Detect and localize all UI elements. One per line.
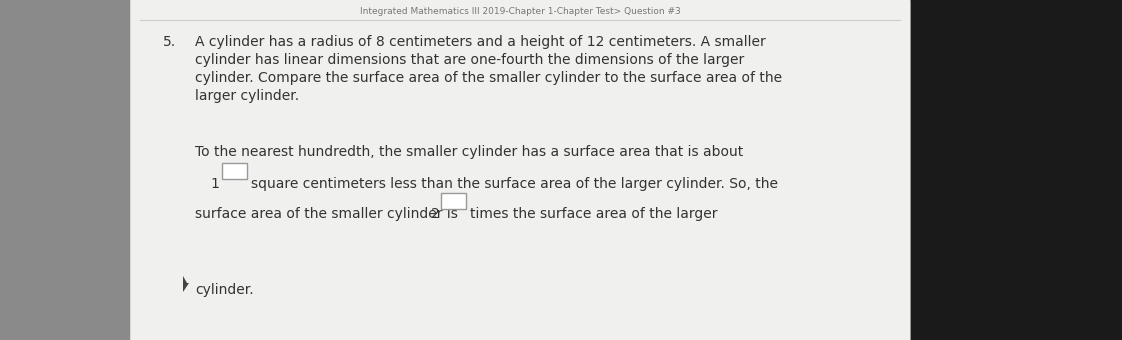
Polygon shape <box>183 276 188 292</box>
Text: cylinder. Compare the surface area of the smaller cylinder to the surface area o: cylinder. Compare the surface area of th… <box>195 71 782 85</box>
Text: cylinder has linear dimensions that are one-fourth the dimensions of the larger: cylinder has linear dimensions that are … <box>195 53 744 67</box>
Text: 5.: 5. <box>163 35 176 49</box>
Text: To the nearest hundredth, the smaller cylinder has a surface area that is about: To the nearest hundredth, the smaller cy… <box>195 145 743 159</box>
Text: 2: 2 <box>431 207 440 221</box>
Text: larger cylinder.: larger cylinder. <box>195 89 300 103</box>
Text: 1: 1 <box>210 177 219 191</box>
Text: square centimeters less than the surface area of the larger cylinder. So, the: square centimeters less than the surface… <box>251 177 778 191</box>
Text: A cylinder has a radius of 8 centimeters and a height of 12 centimeters. A small: A cylinder has a radius of 8 centimeters… <box>195 35 765 49</box>
Text: surface area of the smaller cylinder is: surface area of the smaller cylinder is <box>195 207 458 221</box>
FancyBboxPatch shape <box>130 0 910 340</box>
Text: Integrated Mathematics III 2019-Chapter 1-Chapter Test> Question #3: Integrated Mathematics III 2019-Chapter … <box>360 7 680 16</box>
Text: times the surface area of the larger: times the surface area of the larger <box>470 207 717 221</box>
Text: cylinder.: cylinder. <box>195 283 254 297</box>
Polygon shape <box>910 0 1122 340</box>
FancyBboxPatch shape <box>222 163 247 179</box>
FancyBboxPatch shape <box>441 193 466 209</box>
